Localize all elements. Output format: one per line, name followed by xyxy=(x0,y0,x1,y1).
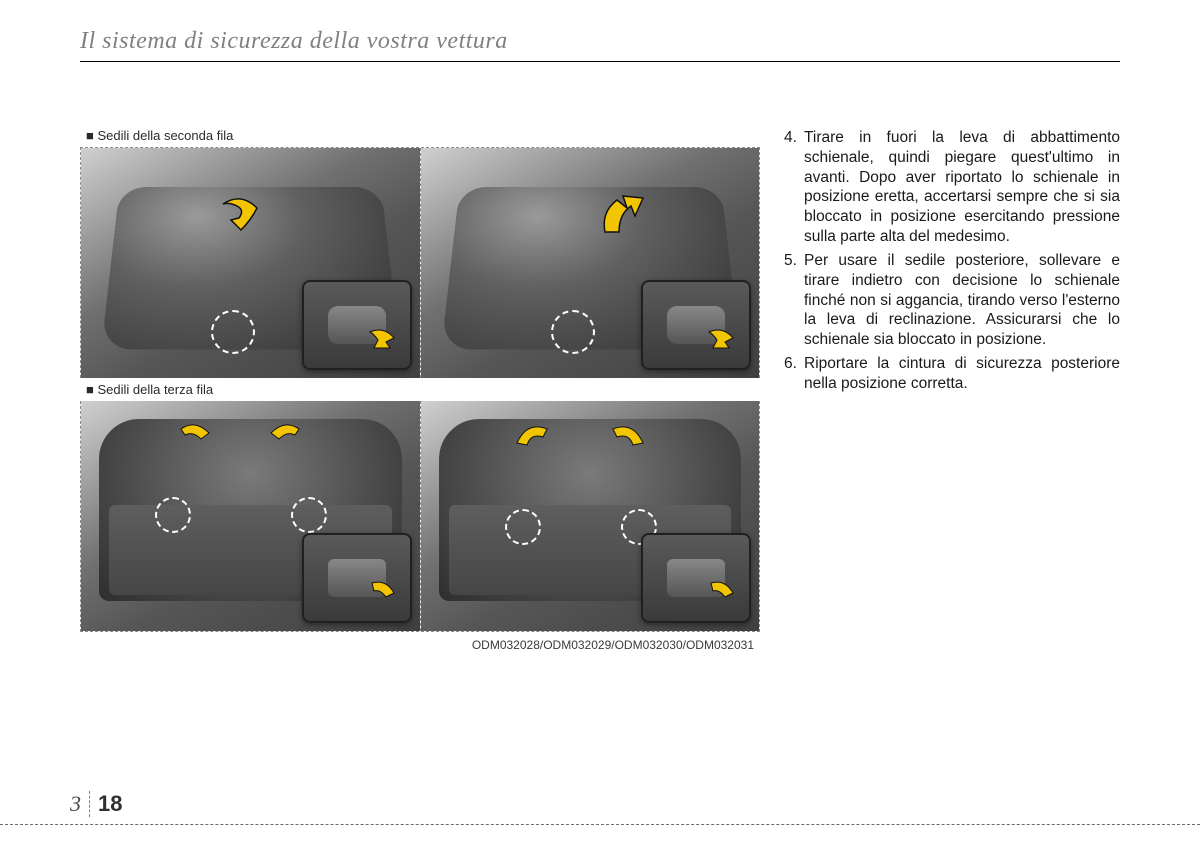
figure-seat-fold-up xyxy=(421,148,760,378)
figure-column: ■ Sedili della seconda fila xyxy=(80,128,760,652)
figure-row-2 xyxy=(80,401,760,632)
page-content: ■ Sedili della seconda fila xyxy=(80,128,1120,652)
section-title: Il sistema di sicurezza della vostra vet… xyxy=(80,28,1120,55)
instruction-number: 5. xyxy=(784,251,804,350)
lever-arrow-icon xyxy=(703,322,739,358)
header-rule xyxy=(80,61,1120,62)
instruction-item: 5. Per usare il sedile posteriore, solle… xyxy=(784,251,1120,350)
figure-trunk-fold-up xyxy=(421,401,760,631)
latch-inset xyxy=(641,533,751,623)
instructions-list: 4. Tirare in fuori la leva di abbattimen… xyxy=(784,128,1120,394)
instructions-column: 4. Tirare in fuori la leva di abbattimen… xyxy=(784,128,1120,652)
latch-arrow-icon xyxy=(703,575,739,611)
lever-arrow-icon xyxy=(364,322,400,358)
instruction-number: 6. xyxy=(784,354,804,394)
instruction-text: Tirare in fuori la leva di abbattimento … xyxy=(804,128,1120,247)
instruction-item: 4. Tirare in fuori la leva di abbattimen… xyxy=(784,128,1120,247)
page-footer: 3 18 xyxy=(0,824,1200,825)
latch-highlight-circle xyxy=(291,497,327,533)
figure-seat-fold-down xyxy=(81,148,420,378)
chapter-number: 3 xyxy=(70,791,90,817)
instruction-item: 6. Riportare la cintura di sicurezza pos… xyxy=(784,354,1120,394)
fold-arrow-icon xyxy=(261,419,309,467)
latch-highlight-circle xyxy=(505,509,541,545)
latch-inset xyxy=(302,533,412,623)
instruction-number: 4. xyxy=(784,128,804,247)
page-header: Il sistema di sicurezza della vostra vet… xyxy=(80,28,1120,62)
fold-arrow-icon xyxy=(171,419,219,467)
figure-reference-codes: ODM032028/ODM032029/ODM032030/ODM032031 xyxy=(80,638,760,652)
latch-arrow-icon xyxy=(364,575,400,611)
figure-row-1 xyxy=(80,147,760,378)
latch-highlight-circle xyxy=(155,497,191,533)
lever-highlight-circle xyxy=(211,310,255,354)
page-number-value: 18 xyxy=(90,791,122,817)
instruction-text: Riportare la cintura di sicurezza poster… xyxy=(804,354,1120,394)
instruction-text: Per usare il sedile posteriore, sollevar… xyxy=(804,251,1120,350)
figure-label-row1: ■ Sedili della seconda fila xyxy=(86,128,760,143)
lever-inset xyxy=(302,280,412,370)
figure-trunk-fold-down xyxy=(81,401,420,631)
unfold-arrow-icon xyxy=(507,419,559,471)
figure-label-row2: ■ Sedili della terza fila xyxy=(86,382,760,397)
fold-arrow-icon xyxy=(211,190,271,250)
unfold-arrow-icon xyxy=(591,188,651,248)
lever-highlight-circle xyxy=(551,310,595,354)
page-number: 3 18 xyxy=(70,791,122,817)
lever-inset xyxy=(641,280,751,370)
unfold-arrow-icon xyxy=(601,419,653,471)
